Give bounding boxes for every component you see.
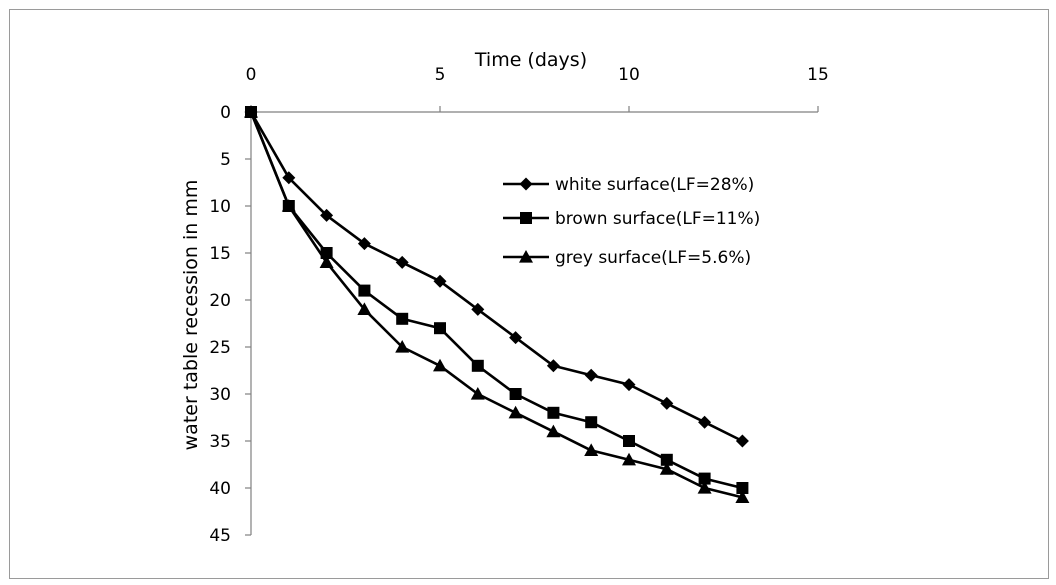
data-point: [584, 368, 598, 382]
series-line: [249, 111, 743, 443]
legend-label: white surface(LF=28%): [555, 175, 754, 195]
data-point: [320, 208, 334, 222]
data-point: [244, 105, 258, 118]
data-point: [357, 302, 372, 315]
legend-item: brown surface(LF=11%): [503, 209, 760, 229]
data-point: [736, 482, 749, 494]
data-point: [623, 435, 635, 447]
x-tick-label: 0: [246, 65, 257, 85]
data-point: [622, 378, 636, 392]
data-point: [698, 472, 711, 485]
data-point: [395, 255, 409, 269]
chart-legend: white surface(LF=28%) brown surface(LF=11…: [503, 175, 760, 268]
series-triangle: [244, 105, 750, 503]
data-point: [585, 416, 598, 429]
series-square: [245, 106, 749, 494]
data-point: [433, 358, 447, 372]
data-point: [509, 388, 522, 400]
series-line: [249, 111, 743, 499]
y-tick-label: 25: [209, 338, 231, 358]
y-tick-label: 10: [209, 197, 231, 217]
legend-item: grey surface(LF=5.6%): [503, 248, 751, 268]
data-point: [471, 302, 485, 316]
legend-label: grey surface(LF=5.6%): [555, 248, 751, 268]
data-point: [319, 255, 334, 268]
data-point: [622, 452, 636, 466]
data-point: [546, 424, 561, 438]
data-point: [395, 340, 410, 353]
data-point: [547, 406, 560, 419]
legend-label: brown surface(LF=11%): [555, 209, 760, 229]
data-point: [660, 453, 673, 466]
y-tick-label: 30: [209, 385, 231, 405]
data-point: [396, 312, 409, 325]
y-tick-label: 5: [220, 150, 231, 170]
data-point: [660, 396, 674, 410]
series-diamond: [244, 105, 749, 448]
data-point: [281, 199, 296, 212]
data-point: [509, 331, 523, 345]
data-point: [471, 359, 484, 372]
data-point: [584, 443, 599, 456]
x-tick-label: 10: [618, 65, 640, 85]
data-point: [470, 387, 485, 400]
data-point: [282, 171, 296, 185]
data-point: [434, 322, 446, 335]
x-tick-label: 15: [807, 65, 829, 85]
data-point: [358, 284, 371, 297]
data-point: [546, 359, 560, 373]
y-tick-label: 20: [209, 291, 231, 311]
data-point: [357, 237, 371, 251]
data-point: [735, 490, 750, 503]
data-point: [508, 405, 523, 419]
y-tick-label: 0: [220, 103, 231, 123]
series-line: [249, 111, 743, 490]
chart-axes: 0 5 10 15 0 5 10 15 20 25 30 35 40 45: [209, 65, 828, 546]
data-point: [659, 462, 674, 475]
chart-frame: [9, 9, 1049, 579]
y-axis-title: water table recession in mm: [180, 180, 202, 451]
data-point: [698, 415, 712, 429]
data-point: [433, 274, 447, 288]
legend-item: white surface(LF=28%): [503, 175, 754, 195]
data-point: [735, 434, 749, 448]
y-tick-label: 35: [209, 432, 231, 452]
data-point: [697, 481, 712, 494]
x-tick-label: 5: [435, 65, 446, 85]
legend-marker: [519, 177, 533, 191]
y-tick-label: 40: [209, 479, 231, 499]
y-tick-label: 15: [209, 244, 231, 264]
y-tick-label: 45: [209, 526, 231, 546]
chart-series: [244, 105, 750, 503]
x-axis-title: Time (days): [474, 49, 587, 71]
legend-marker: [519, 250, 533, 263]
legend-marker: [520, 212, 532, 224]
